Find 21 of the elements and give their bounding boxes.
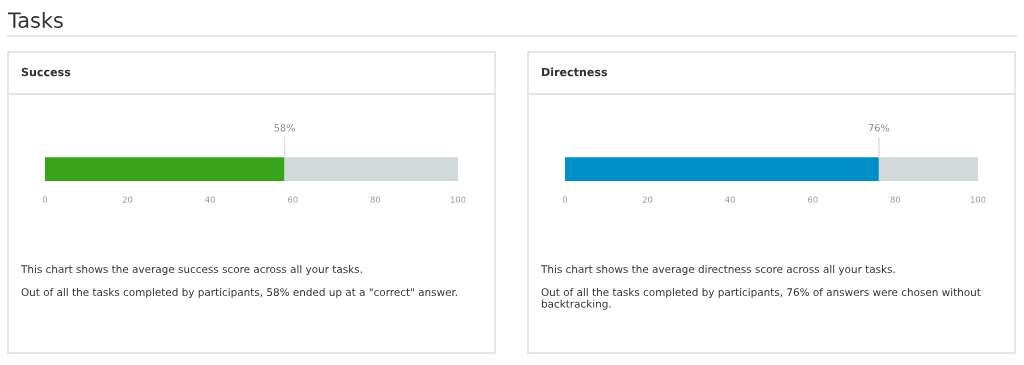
data-label: 76% [868,124,890,132]
text: Out of all the tasks completed by participants, 58% ended up at a "correct" answer. [21,288,458,299]
x-tick-label: 80 [890,196,901,203]
x-tick-label: 100 [450,196,466,203]
x-tick-label: 80 [370,196,381,203]
x-tick-label: 0 [562,196,568,203]
text: This chart shows the average directness score across all your tasks. [540,265,895,276]
x-tick-label: 20 [122,196,133,203]
chart-subtitle: Directness [542,67,608,77]
x-tick-label: 60 [288,196,298,203]
text: This chart shows the average success score across all your tasks. [20,265,362,276]
x-tick-label: 60 [808,196,818,203]
x-tick-label: 0 [42,196,48,203]
chart-subtitle: Success [21,67,71,77]
data-label: 58% [274,124,295,132]
x-tick-label: 20 [642,196,653,203]
chart-title: Tasks [7,11,63,29]
text: Out of all the tasks completed by participants, 76% of answers were chosen without backtracking. [541,288,981,310]
x-tick-label: 100 [970,196,986,203]
x-tick-label: 40 [725,196,735,203]
x-tick-label: 40 [205,196,215,203]
